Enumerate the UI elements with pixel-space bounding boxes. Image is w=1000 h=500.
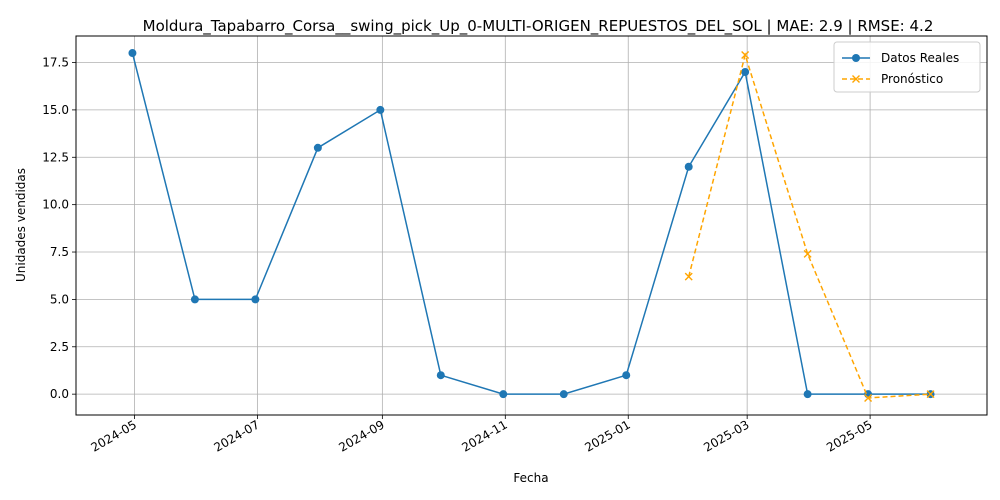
data-point-actual <box>313 143 322 152</box>
x-tick-label: 2024-07 <box>211 417 261 454</box>
data-point-forecast <box>864 393 873 402</box>
y-tick-label: 5.0 <box>50 292 69 306</box>
x-tick-label: 2025-05 <box>824 417 874 454</box>
x-axis-label: Fecha <box>513 471 548 485</box>
y-tick-label: 7.5 <box>50 245 69 259</box>
data-point-actual <box>741 68 750 77</box>
y-axis-label: Unidades vendidas <box>14 168 28 282</box>
data-point-actual <box>128 49 137 58</box>
data-point-forecast <box>926 390 935 399</box>
axis-ticks: 2024-05 2024-07 2024-09 2024-11 2025-01 2025-… <box>42 56 874 455</box>
data-point-actual <box>376 105 385 114</box>
y-tick-label: 17.5 <box>42 56 69 70</box>
legend-marker-forecast <box>852 75 860 83</box>
y-tick-label: 2.5 <box>50 340 69 354</box>
data-point-actual <box>251 295 260 304</box>
data-point-forecast <box>741 50 750 59</box>
x-tick-label: 2024-05 <box>89 417 139 454</box>
y-tick-label: 10.0 <box>42 198 69 212</box>
data-point-actual <box>803 390 812 399</box>
data-point-forecast <box>684 272 693 281</box>
series-line-forecast <box>687 52 931 399</box>
legend-label-forecast: Pronóstico <box>881 72 943 86</box>
y-tick-label: 12.5 <box>42 150 69 164</box>
data-point-actual <box>559 390 568 399</box>
data-point-forecast <box>803 249 812 258</box>
data-point-actual <box>499 390 508 399</box>
series-line-actual <box>131 52 931 395</box>
data-point-actual <box>684 162 693 171</box>
data-point-actual <box>190 295 199 304</box>
y-tick-label: 15.0 <box>42 103 69 117</box>
legend-marker-actual <box>852 54 860 62</box>
data-point-actual <box>436 371 445 380</box>
series-layer <box>128 49 935 402</box>
x-tick-label: 2024-11 <box>459 417 509 454</box>
legend-box <box>833 41 981 93</box>
x-tick-label: 2025-03 <box>701 417 751 454</box>
legend-label-actual: Datos Reales <box>881 51 959 65</box>
x-tick-label: 2025-01 <box>582 417 632 454</box>
y-tick-label: 0.0 <box>50 387 69 401</box>
x-tick-label: 2024-09 <box>336 417 386 454</box>
grid <box>76 36 987 415</box>
data-point-actual <box>622 371 631 380</box>
legend: Datos Reales Pronóstico <box>833 41 981 93</box>
plot-area-frame <box>75 35 988 416</box>
chart-title: Moldura_Tapabarro_Corsa__swing_pick_Up_0… <box>143 17 934 36</box>
